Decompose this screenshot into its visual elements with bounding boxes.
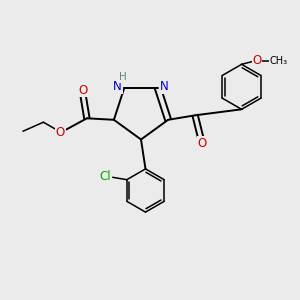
Text: CH₃: CH₃ — [269, 56, 287, 66]
Text: O: O — [78, 84, 87, 97]
Text: O: O — [197, 137, 207, 150]
Text: Cl: Cl — [99, 169, 111, 183]
Text: H: H — [119, 72, 127, 82]
Text: O: O — [253, 54, 262, 67]
Text: N: N — [113, 80, 122, 93]
Text: N: N — [160, 80, 169, 93]
Text: O: O — [56, 126, 65, 139]
